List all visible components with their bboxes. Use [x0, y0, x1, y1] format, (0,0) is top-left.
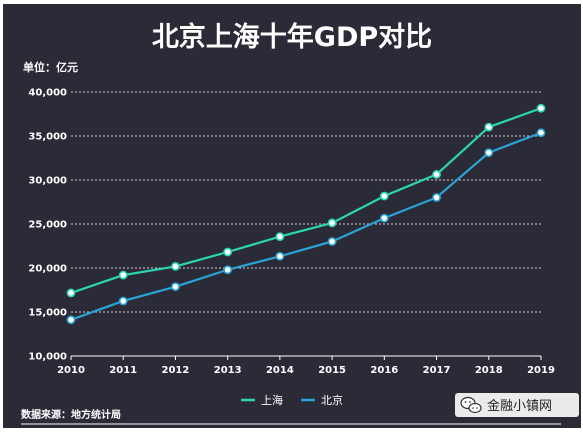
- series-1: [66, 128, 546, 325]
- x-tick-label: 2017: [423, 365, 451, 376]
- x-tick-labels: 2010 2011 2012 2013 2014 2015 2016 2017 2018 2019: [57, 356, 555, 376]
- y-tick-labels: 10,000 15,000 20,000 25,000 30,000 35,000 40,0…: [28, 88, 67, 363]
- x-tick-label: 2012: [162, 365, 190, 376]
- data-point: [275, 251, 285, 261]
- x-tick-label: 2010: [57, 365, 85, 376]
- data-point: [484, 122, 494, 132]
- data-point: [327, 237, 337, 246]
- data-point: [432, 193, 441, 202]
- y-tick-label: 40,000: [28, 88, 67, 99]
- x-tick-label: 2015: [318, 365, 346, 376]
- legend-label: 上海: [261, 393, 283, 407]
- y-tick-label: 30,000: [28, 176, 67, 187]
- data-point: [66, 288, 76, 298]
- data-point: [327, 218, 337, 228]
- x-tick-label: 2019: [527, 365, 555, 376]
- data-point: [379, 213, 389, 223]
- x-tick-label: 2018: [475, 365, 503, 376]
- series-lines: [66, 103, 546, 325]
- data-point: [66, 315, 76, 325]
- y-tick-label: 35,000: [28, 132, 67, 143]
- y-tick-label: 10,000: [28, 352, 67, 363]
- unit-label: 单位：亿元: [23, 60, 78, 74]
- series-0: [66, 103, 546, 298]
- y-tick-label: 25,000: [28, 220, 67, 231]
- source-note: 数据来源：地方统计局: [21, 408, 121, 421]
- gdp-line-chart: 北京上海十年GDP对比 单位：亿元 10,000 15,000 20,000 25,0…: [21, 21, 579, 425]
- x-tick-label: 2014: [266, 365, 294, 376]
- data-point: [536, 128, 546, 138]
- y-tick-label: 15,000: [28, 308, 67, 319]
- watermark-background: [455, 393, 579, 417]
- y-tick-label: 20,000: [28, 264, 67, 275]
- data-point: [118, 296, 128, 306]
- grid-lines: [71, 91, 541, 313]
- legend: 上海 北京: [241, 393, 343, 407]
- watermark: 金融小镇网: [455, 393, 579, 417]
- wechat-icon: [460, 396, 482, 414]
- series-line: [70, 107, 542, 294]
- watermark-text: 金融小镇网: [487, 398, 552, 414]
- data-point: [432, 170, 441, 179]
- data-point: [536, 103, 546, 113]
- chart-title: 北京上海十年GDP对比: [152, 21, 432, 53]
- x-tick-label: 2011: [109, 365, 137, 376]
- series-line: [70, 131, 542, 321]
- data-point: [171, 261, 180, 271]
- x-tick-label: 2016: [370, 365, 398, 376]
- data-point: [223, 265, 233, 275]
- chart-frame: 北京上海十年GDP对比 单位：亿元 10,000 15,000 20,000 25,0…: [3, 4, 581, 428]
- legend-label: 北京: [321, 393, 343, 407]
- x-tick-label: 2013: [214, 365, 242, 376]
- data-point: [379, 191, 389, 201]
- data-point: [275, 232, 285, 242]
- data-point: [118, 270, 128, 280]
- data-point: [223, 247, 233, 257]
- data-point: [171, 282, 180, 292]
- data-point: [484, 148, 494, 158]
